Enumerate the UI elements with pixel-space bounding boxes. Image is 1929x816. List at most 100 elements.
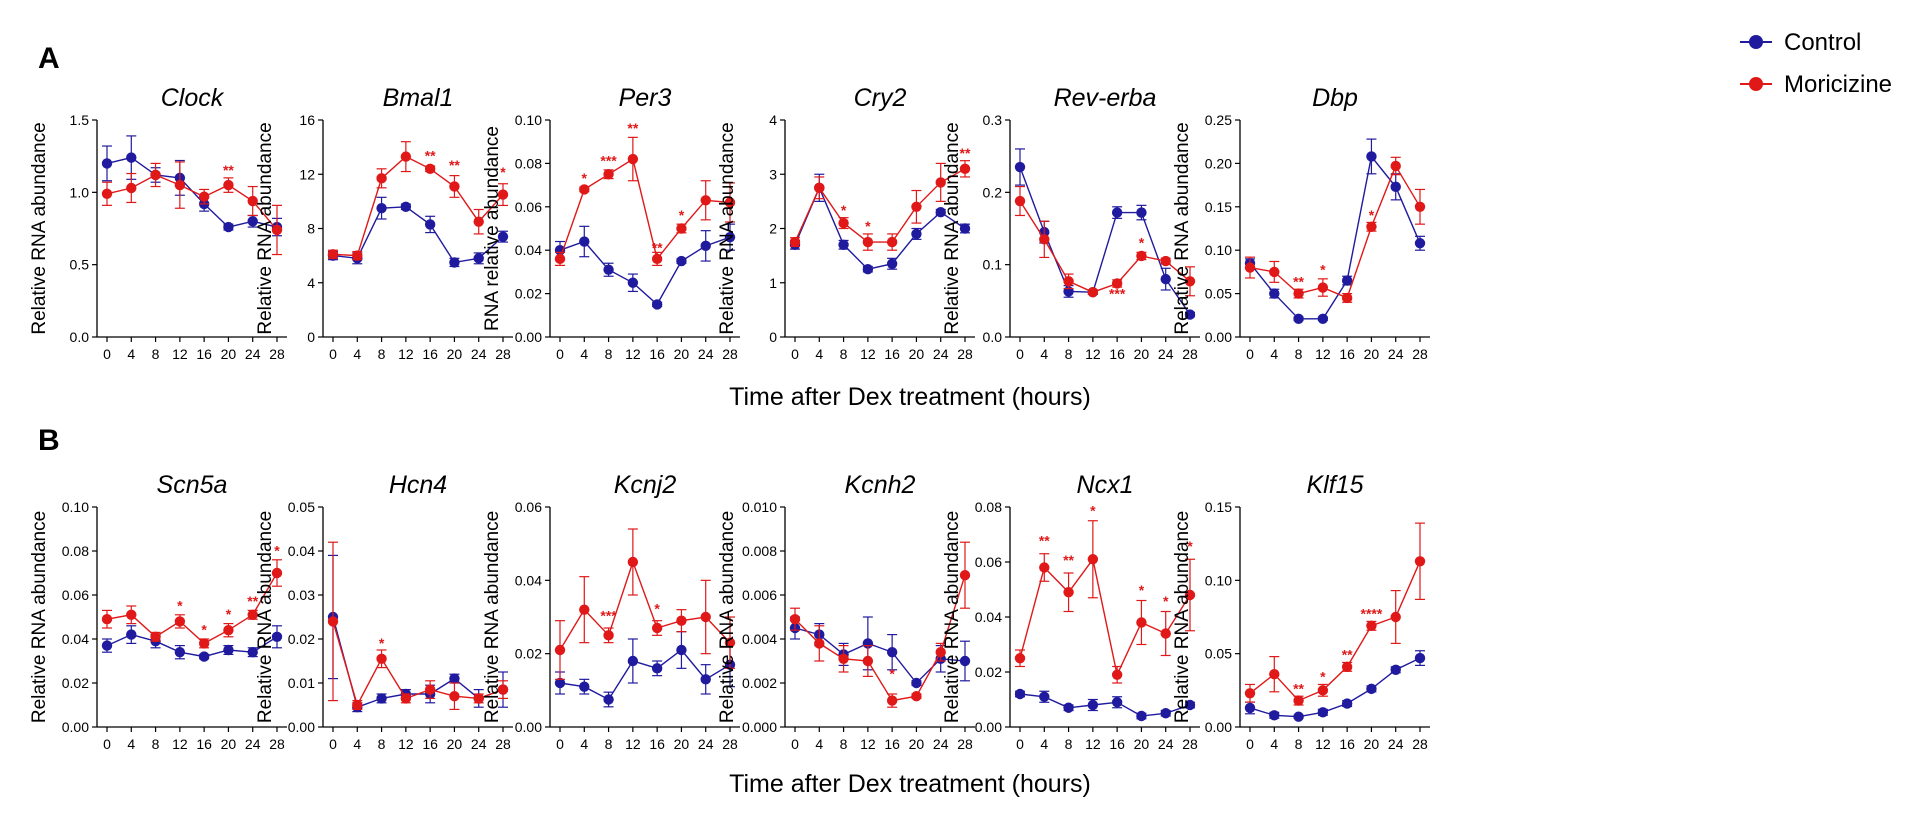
x-tick-label-dbp: 28 <box>1412 346 1428 362</box>
data-point-moricizine-cry2 <box>911 201 922 212</box>
data-point-moricizine-cry2 <box>935 177 946 188</box>
data-point-control-per3 <box>651 299 663 310</box>
data-point-moricizine-klf15 <box>1341 661 1353 673</box>
x-tick-label-bmal1: 20 <box>447 346 463 362</box>
x-tick-label-dbp: 16 <box>1339 346 1355 362</box>
data-point-control-cry2 <box>886 258 898 269</box>
x-tick-label-clock: 12 <box>172 346 188 362</box>
y-tick-label-clock: 0.5 <box>70 257 90 273</box>
y-tick-label-scn5a: 0.04 <box>62 631 89 647</box>
data-point-control-scn5a <box>271 631 283 642</box>
data-point-moricizine-bmal1 <box>473 216 484 227</box>
y-tick-label-kcnh2: 0.008 <box>742 543 777 559</box>
data-point-moricizine-clock <box>223 179 234 191</box>
x-tick-label-ncx1: 16 <box>1109 736 1125 752</box>
significance-mark-scn5a: * <box>177 597 183 613</box>
significance-mark-kcnj2: *** <box>600 608 617 624</box>
data-point-control-kcnj2 <box>676 644 687 656</box>
y-tick-label-scn5a: 0.02 <box>62 675 89 691</box>
data-point-control-klf15 <box>1269 710 1280 721</box>
data-point-moricizine-clock <box>174 179 186 191</box>
y-tick-label-scn5a: 0.10 <box>62 499 89 515</box>
y-tick-label-cry2: 2 <box>769 221 777 237</box>
x-tick-label-kcnh2: 0 <box>791 736 799 752</box>
data-point-control-clock <box>247 216 258 227</box>
data-point-control-klf15 <box>1293 711 1304 722</box>
x-tick-label-dbp: 0 <box>1246 346 1254 362</box>
y-tick-label-kcnh2: 0.002 <box>742 675 777 691</box>
x-tick-label-ncx1: 28 <box>1182 736 1198 752</box>
x-tick-label-scn5a: 24 <box>245 736 261 752</box>
x-tick-label-bmal1: 28 <box>495 346 511 362</box>
series-line-moricizine-bmal1 <box>332 155 504 257</box>
data-point-moricizine-scn5a <box>101 614 113 625</box>
data-point-moricizine-kcnj2 <box>651 622 663 634</box>
data-point-moricizine-hcn4 <box>473 693 484 704</box>
significance-mark-klf15: * <box>1320 669 1326 685</box>
data-point-control-per3 <box>700 240 711 252</box>
data-point-moricizine-dbp <box>1414 201 1426 212</box>
legend-control-label: Control <box>1784 29 1861 56</box>
y-tick-label-cry2: 0 <box>769 329 777 345</box>
data-point-control-klf15 <box>1341 698 1353 709</box>
data-point-control-kcnj2 <box>603 694 614 705</box>
chart-title-klf15: Klf15 <box>1307 471 1364 499</box>
chart-per3: Per3 RNA relative abundance 0.00 0.02 0.04 0.… <box>482 84 740 362</box>
x-tick-label-hcn4: 16 <box>422 736 438 752</box>
chart-title-kcnh2: Kcnh2 <box>845 471 916 499</box>
data-point-moricizine-per3 <box>603 169 614 180</box>
x-tick-label-clock: 28 <box>269 346 285 362</box>
data-point-moricizine-bmal1 <box>497 189 509 200</box>
y-tick-label-cry2: 3 <box>769 166 777 182</box>
y-axis-label-kcnj2: Relative RNA abundance <box>482 511 503 723</box>
legend-moricizine-marker <box>1749 77 1763 91</box>
x-tick-label-hcn4: 4 <box>353 736 361 752</box>
data-point-moricizine-bmal1 <box>424 163 436 175</box>
data-point-control-cry2 <box>959 223 971 234</box>
x-tick-label-clock: 24 <box>245 346 261 362</box>
significance-mark-per3: *** <box>600 153 617 169</box>
x-tick-label-ncx1: 8 <box>1065 736 1073 752</box>
y-tick-label-dbp: 0.10 <box>1205 242 1232 258</box>
data-point-moricizine-hcn4 <box>449 691 460 702</box>
data-point-moricizine-rev-erba <box>1160 255 1171 267</box>
x-tick-label-per3: 12 <box>625 346 641 362</box>
y-tick-label-ncx1: 0.00 <box>975 719 1002 735</box>
x-tick-label-rev-erba: 16 <box>1109 346 1125 362</box>
data-point-moricizine-rev-erba <box>1136 250 1147 262</box>
significance-mark-ncx1: ** <box>1039 533 1050 549</box>
x-tick-label-scn5a: 16 <box>196 736 212 752</box>
data-point-moricizine-kcnj2 <box>579 604 590 615</box>
data-point-moricizine-kcnh2 <box>814 638 825 649</box>
data-point-moricizine-per3 <box>627 153 639 165</box>
y-axis-label-cry2: Relative RNA abundance <box>717 122 738 334</box>
y-tick-label-rev-erba: 0.2 <box>983 184 1003 200</box>
y-tick-label-kcnh2: 0.010 <box>742 499 777 515</box>
data-point-moricizine-cry2 <box>838 217 849 229</box>
significance-mark-scn5a: * <box>201 622 207 638</box>
y-tick-label-kcnh2: 0.004 <box>742 631 777 647</box>
data-point-control-scn5a <box>247 647 258 658</box>
x-tick-label-hcn4: 20 <box>447 736 463 752</box>
data-point-control-cry2 <box>862 263 874 275</box>
data-point-control-ncx1 <box>1184 699 1196 711</box>
data-point-moricizine-dbp <box>1390 160 1401 172</box>
significance-mark-klf15: ** <box>1293 680 1304 696</box>
significance-mark-rev-erba: * <box>1139 234 1145 250</box>
x-tick-label-kcnj2: 28 <box>722 736 738 752</box>
y-axis-label-per3: RNA relative abundance <box>482 126 503 331</box>
data-point-moricizine-kcnh2 <box>862 655 874 667</box>
chart-title-kcnj2: Kcnj2 <box>614 471 677 499</box>
data-point-control-kcnj2 <box>627 655 639 667</box>
y-tick-label-bmal1: 12 <box>299 166 315 182</box>
significance-mark-ncx1: * <box>1090 502 1096 518</box>
data-point-control-kcnj2 <box>700 674 711 685</box>
y-tick-label-kcnj2: 0.06 <box>515 499 542 515</box>
data-point-control-klf15 <box>1366 683 1377 695</box>
chart-kcnj2: Kcnj2 Relative RNA abundance 0.00 0.02 0.04 0… <box>482 471 740 752</box>
x-tick-label-cry2: 24 <box>933 346 949 362</box>
y-tick-label-kcnj2: 0.04 <box>515 572 542 588</box>
data-point-control-bmal1 <box>449 257 460 268</box>
data-point-control-dbp <box>1269 288 1280 299</box>
